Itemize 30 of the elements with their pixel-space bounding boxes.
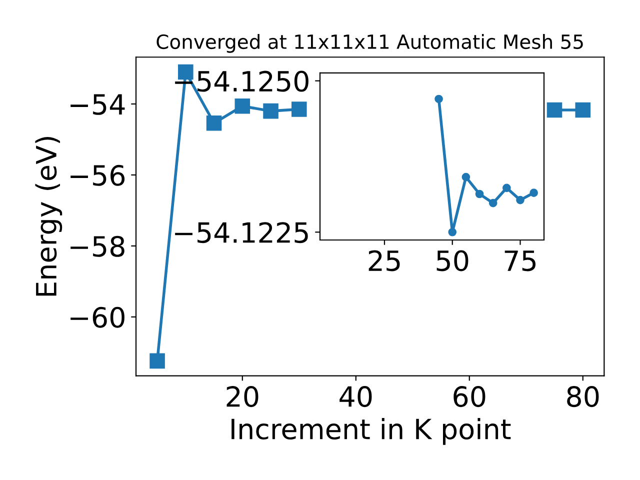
point [488,198,498,208]
x-axis-title: Increment in K point [232,418,511,445]
x-tick-label: 75 [504,250,536,272]
point [263,103,278,119]
y-tick-label: −54 [70,94,125,115]
x-tick-label: 80 [567,386,599,408]
y-tick-label: −54.1225 [175,222,308,244]
y-tick-label: −58 [70,236,124,257]
point [462,172,470,182]
point [530,188,538,197]
x-tick-label: 60 [454,386,486,408]
x-tick-label: 40 [340,386,372,408]
point [546,102,562,118]
x-tick-label: 20 [226,386,258,408]
point [502,184,511,192]
y-tick-label: −56 [70,164,125,186]
x-tick-label: 50 [436,250,468,272]
point [434,94,443,104]
point [516,196,524,204]
point [150,353,165,369]
y-tick-label: −60 [70,306,124,328]
x-tick-label: 25 [368,250,400,272]
point [448,228,457,236]
point [575,102,591,118]
y-axis-title: Energy (eV) [35,136,62,296]
chart-title: Converged at 11x11x11 Automatic Mesh 55 [156,34,583,53]
point [234,98,250,114]
point [475,190,484,198]
point [206,115,222,131]
point [292,102,307,117]
